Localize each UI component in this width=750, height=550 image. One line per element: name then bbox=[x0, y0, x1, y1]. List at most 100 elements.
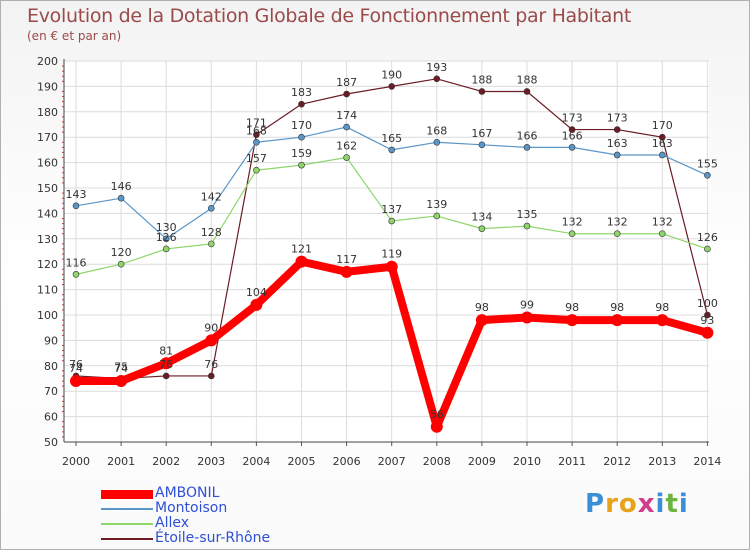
data-point-ambonil bbox=[475, 314, 488, 327]
data-point-ambonil bbox=[521, 311, 533, 324]
y-minor-tick bbox=[62, 197, 64, 199]
y-minor-tick bbox=[62, 405, 64, 407]
data-label-montoison: 143 bbox=[66, 188, 87, 201]
data-label-montoison: 130 bbox=[156, 221, 177, 234]
y-minor-tick bbox=[62, 421, 64, 423]
data-point-ambonil bbox=[115, 375, 128, 388]
y-minor-tick bbox=[62, 284, 64, 286]
data-label-allex: 120 bbox=[111, 246, 132, 259]
y-minor-tick bbox=[62, 146, 64, 148]
y-minor-tick bbox=[62, 80, 64, 82]
x-tick-label: 2005 bbox=[288, 455, 316, 468]
data-label-montoison: 163 bbox=[652, 137, 673, 150]
plot-area bbox=[64, 61, 709, 442]
y-minor-tick bbox=[62, 431, 64, 433]
data-point-allex bbox=[568, 230, 576, 238]
data-label-ambonil: 98 bbox=[655, 301, 669, 314]
y-minor-tick bbox=[62, 177, 64, 179]
data-label-ambonil: 81 bbox=[159, 344, 173, 357]
y-minor-tick bbox=[62, 309, 64, 311]
data-point-ambonil bbox=[205, 334, 218, 347]
data-label-etoile-sur-rhone: 76 bbox=[159, 358, 173, 371]
data-point-ambonil bbox=[611, 314, 624, 327]
y-tick-label: 120 bbox=[37, 258, 58, 271]
y-minor-tick bbox=[62, 106, 64, 108]
y-tick-label: 70 bbox=[44, 385, 58, 398]
data-point-allex bbox=[523, 222, 531, 230]
data-label-ambonil: 93 bbox=[700, 314, 714, 327]
y-minor-tick bbox=[62, 223, 64, 225]
data-point-etoile-sur-rhone bbox=[298, 100, 305, 108]
data-label-montoison: 168 bbox=[426, 124, 447, 137]
data-point-ambonil bbox=[160, 357, 173, 370]
y-tick-label: 110 bbox=[37, 284, 58, 297]
logo-letter: t bbox=[665, 489, 679, 519]
data-point-allex bbox=[162, 245, 170, 253]
y-minor-tick bbox=[62, 268, 64, 270]
y-minor-tick bbox=[62, 324, 64, 326]
data-point-montoison bbox=[72, 202, 80, 210]
data-label-montoison: 142 bbox=[201, 190, 222, 203]
data-label-allex: 137 bbox=[381, 203, 402, 216]
data-point-montoison bbox=[523, 144, 531, 151]
y-minor-tick bbox=[62, 151, 64, 153]
legend-swatch bbox=[101, 508, 153, 510]
data-point-ambonil bbox=[656, 314, 669, 327]
data-point-allex bbox=[388, 217, 396, 225]
y-minor-tick bbox=[62, 304, 64, 306]
x-tick-label: 2001 bbox=[107, 455, 135, 468]
y-tick-label: 50 bbox=[44, 436, 58, 449]
x-tick-label: 2009 bbox=[468, 455, 496, 468]
y-tick-label: 150 bbox=[37, 182, 58, 195]
data-point-etoile-sur-rhone bbox=[704, 311, 711, 319]
y-minor-tick bbox=[62, 380, 64, 382]
y-minor-tick bbox=[62, 400, 64, 402]
logo-letter: P bbox=[585, 489, 606, 519]
data-point-ambonil bbox=[250, 298, 263, 311]
y-minor-tick bbox=[62, 70, 64, 72]
data-label-allex: 139 bbox=[426, 198, 447, 211]
x-tick-label: 2011 bbox=[558, 455, 586, 468]
y-minor-tick bbox=[62, 329, 64, 331]
data-label-allex: 132 bbox=[652, 216, 673, 229]
y-tick-label: 170 bbox=[37, 131, 58, 144]
y-minor-tick bbox=[62, 167, 64, 169]
data-point-ambonil bbox=[385, 260, 398, 273]
data-label-ambonil: 98 bbox=[610, 301, 624, 314]
data-label-etoile-sur-rhone: 187 bbox=[336, 76, 357, 89]
x-tick-label: 2008 bbox=[423, 455, 451, 468]
data-label-etoile-sur-rhone: 173 bbox=[562, 112, 583, 125]
data-point-allex bbox=[208, 240, 215, 248]
data-point-allex bbox=[343, 154, 350, 161]
y-minor-tick bbox=[62, 350, 64, 352]
y-minor-tick bbox=[62, 96, 64, 98]
y-minor-tick bbox=[62, 248, 64, 250]
y-tick-label: 180 bbox=[37, 106, 58, 119]
data-label-etoile-sur-rhone: 170 bbox=[652, 119, 673, 132]
y-tick-label: 140 bbox=[37, 207, 58, 220]
data-label-allex: 159 bbox=[291, 147, 312, 160]
y-minor-tick bbox=[62, 436, 64, 438]
proxiti-logo: Proxiti bbox=[585, 489, 689, 519]
data-label-montoison: 168 bbox=[246, 124, 267, 137]
data-point-ambonil bbox=[295, 255, 308, 268]
data-label-ambonil: 121 bbox=[291, 243, 312, 256]
y-tick-label: 90 bbox=[44, 334, 58, 347]
data-point-allex bbox=[72, 271, 80, 278]
y-minor-tick bbox=[62, 375, 64, 377]
data-point-etoile-sur-rhone bbox=[343, 90, 350, 98]
data-label-montoison: 155 bbox=[697, 157, 718, 170]
y-tick-label: 160 bbox=[37, 157, 58, 170]
data-label-etoile-sur-rhone: 190 bbox=[381, 68, 402, 81]
data-label-allex: 132 bbox=[607, 216, 628, 229]
legend-label: Étoile-sur-Rhône bbox=[155, 530, 271, 546]
data-point-montoison bbox=[162, 235, 170, 243]
data-point-etoile-sur-rhone bbox=[478, 88, 486, 95]
data-point-ambonil bbox=[701, 326, 714, 339]
data-label-etoile-sur-rhone: 188 bbox=[517, 73, 538, 86]
x-tick-label: 2010 bbox=[513, 455, 541, 468]
data-point-montoison bbox=[208, 205, 215, 212]
y-minor-tick bbox=[62, 258, 64, 260]
y-minor-tick bbox=[62, 344, 64, 346]
